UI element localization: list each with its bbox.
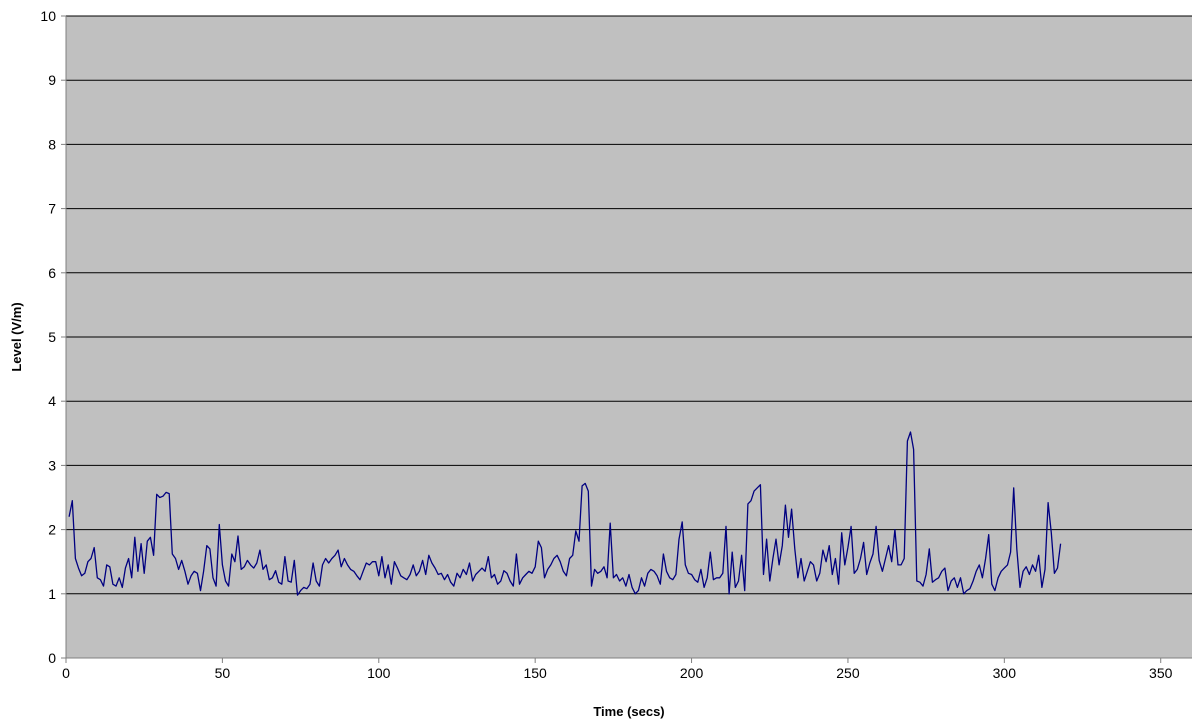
y-tick-label-0: 0 <box>48 650 56 666</box>
x-axis-title: Time (secs) <box>593 704 664 719</box>
y-tick-label-4: 4 <box>48 393 56 409</box>
x-axis: 0 50 100 150 200 250 300 350 <box>62 658 1173 681</box>
y-tick-label-7: 7 <box>48 201 56 217</box>
y-tick-label-1: 1 <box>48 586 56 602</box>
y-tick-label-5: 5 <box>48 329 56 345</box>
x-tick-label-100: 100 <box>367 665 391 681</box>
x-tick-label-300: 300 <box>993 665 1017 681</box>
x-tick-label-250: 250 <box>836 665 860 681</box>
y-tick-label-3: 3 <box>48 457 56 473</box>
x-tick-label-350: 350 <box>1149 665 1173 681</box>
x-tick-label-50: 50 <box>215 665 231 681</box>
y-axis: 0 1 2 3 4 5 6 7 8 9 10 <box>40 8 66 666</box>
x-tick-label-150: 150 <box>523 665 547 681</box>
y-tick-label-8: 8 <box>48 136 56 152</box>
x-tick-label-200: 200 <box>680 665 704 681</box>
y-tick-label-10: 10 <box>40 8 56 24</box>
y-axis-title: Level (V/m) <box>9 302 24 371</box>
series-line-1 <box>68 431 1062 596</box>
y-tick-label-6: 6 <box>48 265 56 281</box>
y-tick-label-9: 9 <box>48 72 56 88</box>
series-group <box>68 431 1062 596</box>
gridlines <box>66 15 1192 595</box>
x-tick-label-0: 0 <box>62 665 70 681</box>
y-tick-label-2: 2 <box>48 522 56 538</box>
